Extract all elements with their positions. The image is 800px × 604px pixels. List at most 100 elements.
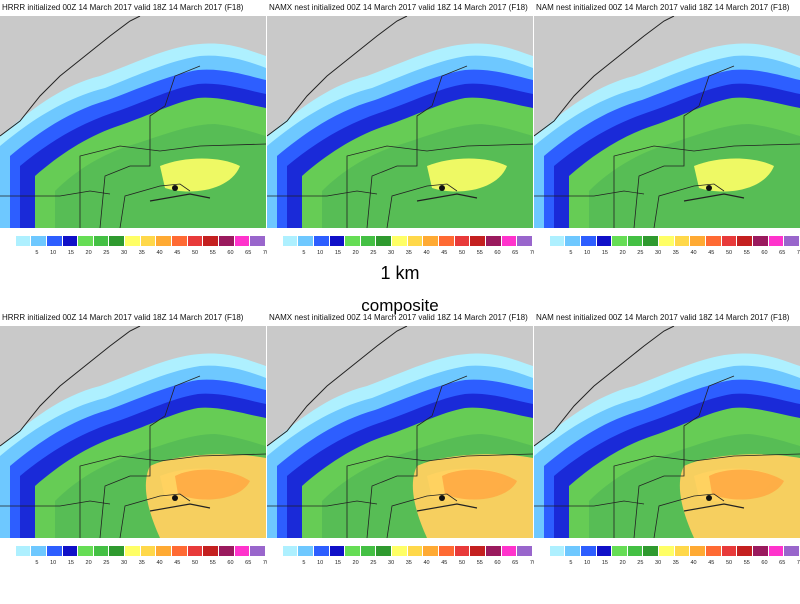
- colorbar-spacer: [270, 560, 288, 570]
- colorbar-tick-label: 60: [227, 250, 234, 256]
- colorbar-swatch: [46, 546, 63, 556]
- colorbar-tick-label: 35: [405, 250, 412, 256]
- colorbar-swatch: [267, 236, 283, 246]
- colorbar-tick-label: 45: [708, 560, 715, 566]
- colorbar-tick-label: 55: [476, 250, 483, 256]
- colorbar-tick-label: 15: [334, 560, 341, 566]
- colorbar-swatch: [140, 236, 157, 246]
- colorbar-labels: 5 10 15 20 25 30 35 40 45 50 55 60 65 70: [0, 250, 270, 260]
- colorbar-swatch: [156, 236, 173, 246]
- colorbar-tick-label: 5: [569, 250, 573, 256]
- colorbar-swatch: [485, 236, 502, 246]
- colorbar-tick-label: 70: [262, 250, 270, 256]
- colorbar-tick-label: 5: [569, 560, 573, 566]
- colorbar-tick-label: 40: [156, 560, 163, 566]
- colorbar-tick-label: 35: [405, 560, 412, 566]
- colorbar-swatch: [78, 236, 94, 246]
- colorbar-spacer: [537, 250, 555, 260]
- colorbar-swatch: [501, 236, 518, 246]
- radar-map: [267, 16, 533, 228]
- colorbar-swatch: [31, 546, 47, 556]
- colorbar-swatch: [706, 236, 722, 246]
- colorbar-tick-label: 40: [690, 560, 697, 566]
- colorbar-swatch: [549, 236, 566, 246]
- colorbar-tick-label: 60: [761, 560, 768, 566]
- colorbar-swatch: [690, 546, 707, 556]
- colorbar-swatch: [109, 546, 126, 556]
- panel-hrrr-composite: HRRR initialized 00Z 14 March 2017 valid…: [0, 310, 269, 604]
- panel-title: HRRR initialized 00Z 14 March 2017 valid…: [2, 3, 244, 12]
- panel-title: NAM nest initialized 00Z 14 March 2017 v…: [536, 313, 790, 322]
- colorbar-tick-label: 50: [191, 250, 199, 256]
- colorbar-swatch: [46, 236, 63, 246]
- colorbar-swatch: [172, 236, 188, 246]
- colorbar-tick-label: 5: [302, 560, 306, 566]
- colorbar-tick-label: 35: [138, 560, 145, 566]
- colorbar-tick-label: 15: [334, 250, 341, 256]
- panel-namx-composite: NAMX nest initialized 00Z 14 March 2017 …: [267, 310, 536, 604]
- colorbar-swatch: [360, 236, 377, 246]
- colorbar-tick-label: 25: [103, 560, 110, 566]
- colorbar-tick-label: 20: [619, 250, 626, 256]
- colorbar-swatch: [187, 236, 204, 246]
- colorbar-labels: 5 10 15 20 25 30 35 40 45 50 55 60 65 70: [267, 560, 536, 570]
- colorbar-tick-label: 65: [512, 560, 519, 566]
- colorbar-tick-label: 15: [601, 250, 608, 256]
- colorbar-tick-label: 30: [388, 250, 395, 256]
- colorbar-swatch: [109, 236, 126, 246]
- colorbar-swatch: [218, 236, 235, 246]
- colorbar-labels: 5 10 15 20 25 30 35 40 45 50 55 60 65 70: [534, 250, 800, 260]
- colorbar-tick-label: 30: [121, 560, 128, 566]
- colorbar-tick-label: 40: [423, 560, 430, 566]
- colorbar-tick-label: 65: [245, 560, 252, 566]
- colorbar-tick-label: 65: [245, 250, 252, 256]
- colorbar-tick-label: 25: [370, 560, 377, 566]
- colorbar-tick-label: 45: [174, 560, 181, 566]
- colorbar-swatch: [423, 236, 440, 246]
- colorbar-swatch: [690, 236, 707, 246]
- colorbar-tick-label: 50: [191, 560, 199, 566]
- colorbar-tick-label: 50: [458, 560, 466, 566]
- colorbar-swatch: [125, 236, 141, 246]
- colorbar-swatch: [298, 546, 314, 556]
- colorbar-swatch: [643, 546, 660, 556]
- colorbar-tick-label: 15: [601, 560, 608, 566]
- colorbar-tick-label: 55: [743, 250, 750, 256]
- colorbar-tick-label: 55: [476, 560, 483, 566]
- radar-map: [534, 326, 800, 538]
- colorbar-swatch: [376, 236, 393, 246]
- colorbar-swatch: [407, 546, 424, 556]
- colorbar-spacer: [270, 250, 288, 260]
- colorbar-tick-label: 55: [209, 560, 216, 566]
- colorbar-swatch: [15, 236, 32, 246]
- colorbar-spacer: [537, 560, 555, 570]
- colorbar-tick-label: 10: [584, 250, 591, 256]
- colorbar-tick-label: 25: [103, 250, 110, 256]
- colorbar-swatch: [423, 546, 440, 556]
- colorbar-swatch: [125, 546, 141, 556]
- colorbar-swatch: [234, 546, 251, 556]
- colorbar-swatch: [721, 546, 738, 556]
- colorbar-swatch: [596, 236, 613, 246]
- colorbar-labels: 5 10 15 20 25 30 35 40 45 50 55 60 65 70: [0, 560, 269, 570]
- colorbar: [0, 546, 266, 556]
- colorbar-swatch: [737, 236, 753, 246]
- colorbar-swatch: [565, 236, 581, 246]
- colorbar-swatch: [345, 236, 361, 246]
- colorbar-swatch: [565, 546, 581, 556]
- colorbar-tick-label: 10: [50, 250, 57, 256]
- colorbar-tick-label: 20: [352, 250, 359, 256]
- colorbar: [267, 546, 533, 556]
- colorbar-swatch: [329, 236, 346, 246]
- colorbar-swatch: [267, 546, 283, 556]
- colorbar-swatch: [580, 546, 597, 556]
- colorbar-swatch: [250, 546, 266, 556]
- colorbar-swatch: [485, 546, 502, 556]
- colorbar-swatch: [627, 236, 644, 246]
- colorbar-swatch: [439, 236, 455, 246]
- colorbar-swatch: [643, 236, 660, 246]
- colorbar-swatch: [501, 546, 518, 556]
- colorbar-swatch: [454, 236, 471, 246]
- colorbar-spacer: [3, 560, 21, 570]
- colorbar-swatch: [737, 546, 753, 556]
